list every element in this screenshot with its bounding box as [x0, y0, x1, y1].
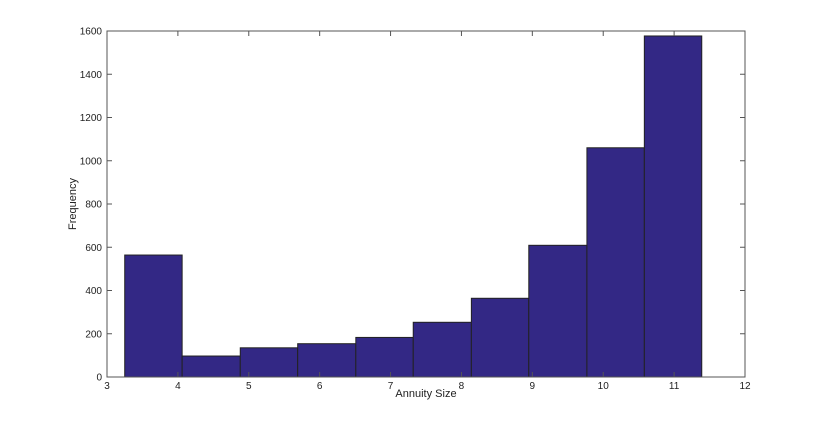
histogram-bar [528, 244, 588, 378]
x-tick-label: 8 [459, 381, 465, 392]
x-tick-label: 4 [175, 381, 181, 392]
y-axis-label: Frequency [67, 178, 79, 230]
ticks-group: 3 4 5 6 7 8 9 10 11 12 0 200 400 600 800 1000 1200 1400 16… [80, 27, 751, 393]
x-tick-label: 9 [530, 381, 536, 392]
y-tick-label: 600 [85, 243, 102, 254]
y-tick-label: 1400 [80, 70, 103, 81]
y-tick-label: 800 [85, 200, 102, 211]
histogram-bar [470, 297, 530, 378]
y-tick-label: 1200 [80, 113, 103, 124]
x-tick-label: 6 [317, 381, 323, 392]
histogram-bar [297, 343, 357, 378]
x-tick-label: 10 [598, 381, 610, 392]
histogram-bar [586, 147, 645, 378]
x-tick-label: 5 [246, 381, 252, 392]
y-tick-label: 400 [85, 286, 102, 297]
y-tick-label: 1600 [80, 27, 103, 38]
x-tick-label: 12 [739, 381, 751, 392]
histogram-bar [355, 336, 414, 378]
y-tick-label: 1000 [80, 156, 103, 167]
histogram-bar [239, 347, 299, 378]
histogram-bar [181, 355, 241, 378]
bars-group [124, 35, 703, 378]
y-tick-label: 200 [85, 329, 102, 340]
histogram-bar [124, 254, 183, 378]
x-tick-label: 11 [669, 381, 680, 392]
histogram-bar [412, 321, 472, 378]
x-axis-label: Annuity Size [395, 388, 456, 400]
histogram-bar [643, 35, 703, 378]
x-tick-label: 7 [388, 381, 394, 392]
x-tick-label: 3 [104, 381, 110, 392]
y-tick-label: 0 [96, 373, 102, 384]
